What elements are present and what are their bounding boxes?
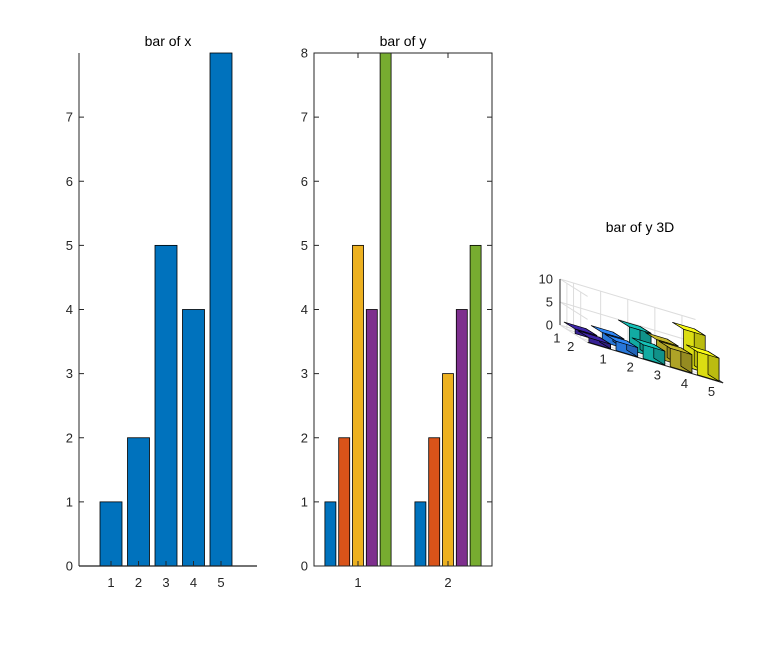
x-tick-label: 3	[654, 368, 661, 383]
y-tick-label: 2	[567, 339, 574, 354]
bar	[365, 309, 378, 567]
x-tick-label: 1	[354, 575, 361, 590]
x-tick-label: 4	[681, 376, 688, 391]
bar	[379, 52, 392, 567]
z-tick-label: 10	[539, 272, 553, 287]
bar	[455, 309, 468, 567]
bar-face-top	[577, 330, 611, 345]
bar-3d	[577, 330, 611, 350]
y-tick-label: 1	[301, 494, 308, 509]
y-tick-label: 0	[301, 559, 308, 574]
bar	[428, 437, 441, 567]
bar-3d	[685, 344, 720, 382]
bar	[324, 501, 337, 567]
y-tick-label: 4	[301, 302, 308, 317]
y-tick-label: 8	[301, 46, 308, 61]
y-tick-label: 4	[66, 302, 73, 317]
bar-face-top	[685, 344, 720, 359]
x-tick-label: 1	[600, 351, 607, 366]
bar-of-y-axes: bar of y 0 1 2 3 4 5 6 7 8 1 2	[301, 33, 493, 590]
y-tick-label: 6	[301, 174, 308, 189]
bar	[99, 501, 123, 567]
bar-of-x-title: bar of x	[145, 33, 192, 49]
bar	[127, 437, 150, 567]
y-tick-label: 5	[66, 238, 73, 253]
x-axis-line	[587, 341, 724, 384]
bar-face-top	[604, 333, 639, 349]
x-tick-label: 3	[162, 575, 169, 590]
x-tick-label: 2	[627, 360, 634, 375]
bar	[338, 437, 351, 567]
bar-face-top	[563, 321, 598, 336]
y-tick-label: 7	[301, 110, 308, 125]
bar	[414, 501, 427, 567]
bar-3d	[658, 340, 693, 374]
bar-3d	[631, 337, 666, 366]
bar	[182, 309, 205, 567]
bar-face-top	[631, 337, 666, 352]
y-tick-label: 7	[66, 110, 73, 125]
y-tick-label: 1	[553, 330, 560, 345]
bar-of-y-3d-title: bar of y 3D	[606, 219, 674, 235]
x-tick-label: 5	[217, 575, 224, 590]
x-tick-label: 2	[135, 575, 142, 590]
y-tick-label: 1	[66, 494, 73, 509]
y-tick-label: 6	[66, 174, 73, 189]
bar	[154, 244, 178, 567]
y-tick-label: 3	[66, 366, 73, 381]
bar-face-top	[672, 321, 706, 337]
z-tick-label: 5	[546, 295, 553, 310]
x-tick-label: 5	[708, 384, 715, 399]
bar-face-top	[645, 332, 679, 347]
y-tick-label: 2	[66, 430, 73, 445]
x-tick-label: 4	[190, 575, 197, 590]
y-tick-label: 2	[301, 430, 308, 445]
bar	[469, 244, 482, 567]
bar	[352, 244, 364, 567]
z-tick-label: 0	[546, 318, 553, 333]
bar-of-x-axes: bar of x 0 1 2 3 4 5 6 7 1 2 3 4 5	[66, 33, 257, 590]
y-tick-label: 5	[301, 238, 308, 253]
bar	[209, 52, 233, 567]
bar-face-top	[658, 340, 693, 356]
x-tick-label: 2	[444, 575, 451, 590]
bar-of-y-title: bar of y	[380, 33, 427, 49]
y-tick-label: 3	[301, 366, 308, 381]
bar-face-top	[590, 325, 625, 340]
bar-3d	[604, 333, 639, 358]
bar	[442, 373, 454, 567]
y-tick-label: 0	[66, 559, 73, 574]
bar-face-top	[617, 319, 652, 334]
x-tick-label: 1	[107, 575, 114, 590]
